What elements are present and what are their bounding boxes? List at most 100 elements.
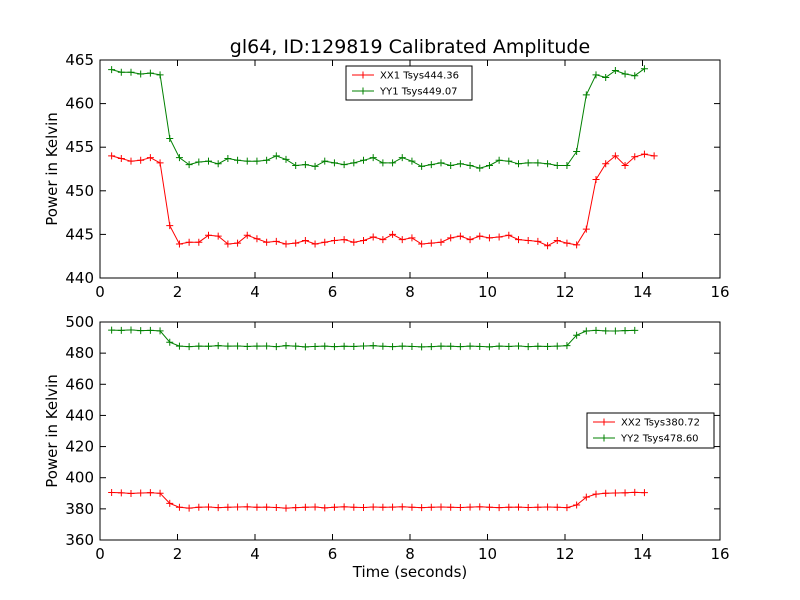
data-point [534,159,542,167]
data-point [234,156,242,164]
data-point [185,238,193,246]
data-point [175,240,183,248]
data-point [456,503,464,511]
data-point [185,504,193,512]
data-point [301,503,309,511]
data-point [505,503,513,511]
data-point [166,338,174,346]
data-point [263,342,271,350]
data-point [515,236,522,244]
data-point [272,237,280,245]
data-point [476,342,484,350]
legend-marker [359,71,367,79]
data-point [582,225,590,233]
data-point [631,326,639,334]
data-point [515,503,522,511]
data-point [127,326,135,334]
data-point [495,156,503,164]
data-point [282,155,290,163]
data-point [553,237,561,245]
data-point [137,70,145,78]
x-tick-label: 16 [710,545,729,563]
data-point [621,327,629,335]
data-point [195,238,203,246]
y-tick-label: 465 [65,51,94,69]
x-tick-label: 14 [633,545,652,563]
data-point [282,240,290,248]
data-point [379,159,387,167]
x-tick-label: 8 [405,545,415,563]
data-point [127,157,135,165]
x-tick-label: 6 [328,283,338,301]
data-point [573,241,581,249]
data-point [640,65,648,73]
data-point [466,342,474,350]
data-point [175,503,183,511]
data-point [272,343,280,351]
data-point [611,327,619,335]
data-point [360,503,367,511]
data-point [640,489,648,497]
data-point [602,327,610,335]
data-point [369,233,377,241]
data-point [553,342,561,350]
data-point [563,239,571,247]
data-point [602,160,610,168]
data-point [389,230,397,238]
data-point [602,489,610,497]
y-tick-label: 445 [65,225,94,243]
data-point [505,157,513,165]
top-series-layer [108,65,658,250]
legend-marker [359,87,367,95]
data-point [214,342,222,350]
data-point [108,152,116,160]
data-point [456,232,464,240]
data-point [437,342,445,350]
data-point [263,503,271,511]
data-point [427,239,435,247]
data-point [108,326,116,334]
data-point [137,156,145,164]
data-point [263,156,271,164]
x-tick-label: 12 [555,283,574,301]
data-point [398,154,406,162]
data-point [544,160,552,168]
data-point [592,175,600,183]
data-point [311,240,319,248]
data-point [437,503,445,511]
data-point [418,162,426,170]
data-point [340,161,348,169]
data-point [476,503,484,511]
data-point [534,503,542,511]
data-point [292,162,300,170]
data-point [340,342,348,350]
data-point [360,237,367,245]
y-tick-label: 380 [65,500,94,518]
data-point [631,488,639,496]
data-point [515,160,522,168]
data-point [389,343,397,351]
data-point [185,343,193,351]
data-point [311,342,319,350]
data-point [621,162,629,170]
data-point [476,232,484,240]
data-point [146,326,154,334]
data-point [330,343,338,351]
data-point [292,239,300,247]
data-point [398,342,406,350]
x-tick-label: 4 [250,545,260,563]
data-point [137,327,145,335]
data-point [563,162,571,170]
data-point [292,504,300,512]
data-point [573,331,581,339]
data-point [398,236,406,244]
data-point [282,504,290,512]
data-point [253,157,261,165]
data-point [369,503,377,511]
data-point [195,342,203,350]
y-tick-label: 450 [65,182,94,200]
data-point [437,238,445,246]
top-chart: gl64, ID:129819 Calibrated Amplitude 0 2 4… [43,36,730,301]
data-point [301,161,309,169]
